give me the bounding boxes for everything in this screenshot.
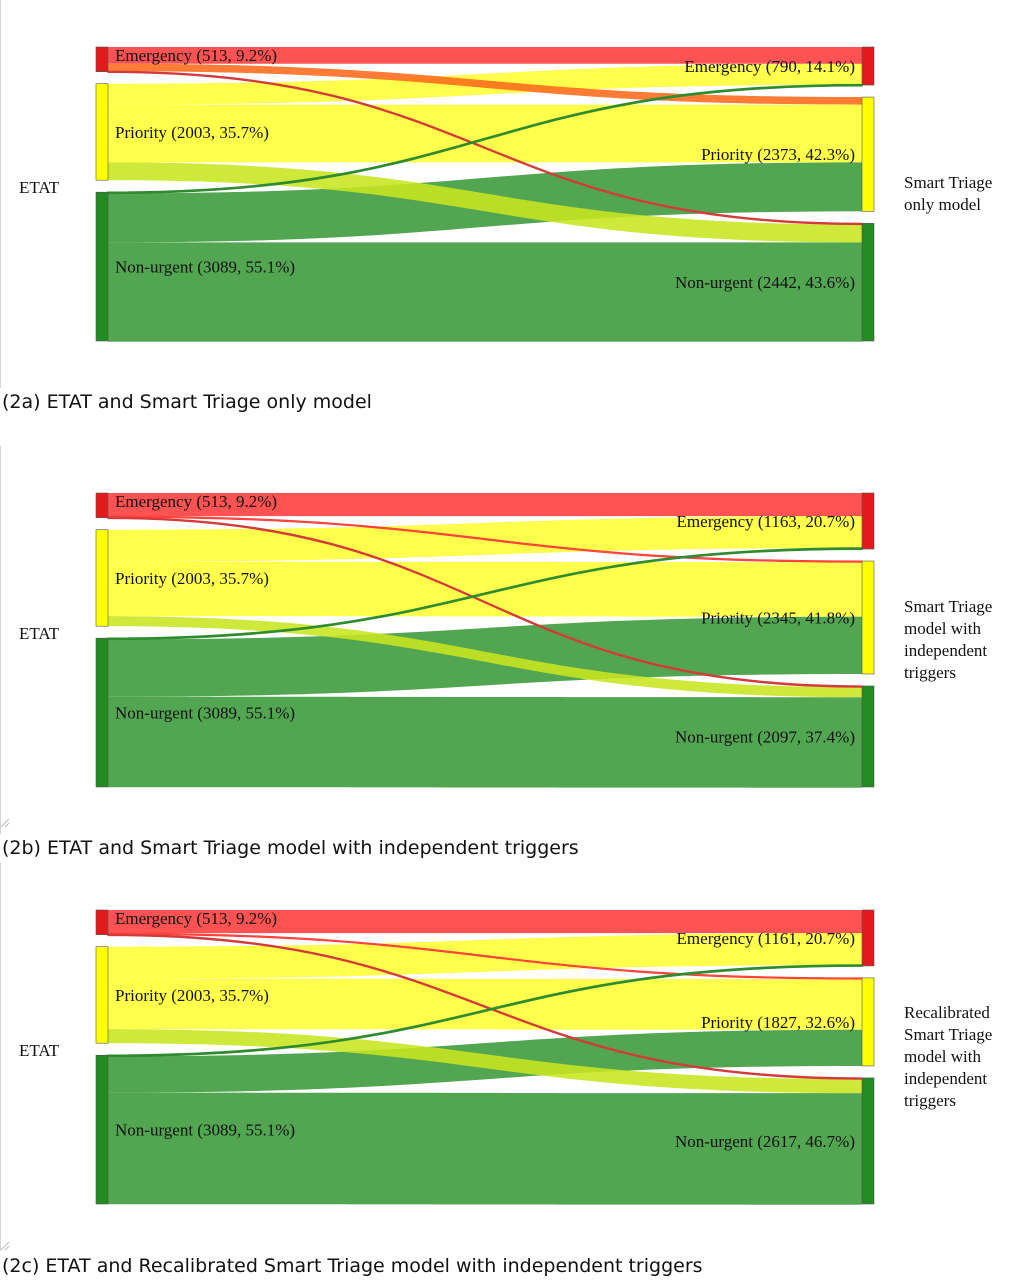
flow-nonurgent-to-nonurgent[interactable]	[108, 696, 862, 788]
source-node-priority[interactable]	[95, 529, 109, 627]
chart-caption: (2c) ETAT and Recalibrated Smart Triage …	[2, 1255, 703, 1277]
sankey-chart-2a: Emergency (513, 9.2%) Priority (2003, 35.…	[0, 0, 992, 388]
source-label-priority: Priority (2003, 35.7%)	[115, 123, 269, 142]
resize-grip-icon[interactable]	[0, 818, 10, 828]
target-label-nonurgent: Non-urgent (2442, 43.6%)	[675, 273, 855, 292]
source-node-emergency[interactable]	[95, 46, 109, 73]
source-label-nonurgent: Non-urgent (3089, 55.1%)	[115, 704, 295, 723]
flow-layer	[107, 910, 863, 1205]
source-node-emergency[interactable]	[95, 492, 109, 519]
source-label-nonurgent: Non-urgent (3089, 55.1%)	[115, 258, 295, 277]
node-layer	[95, 492, 875, 788]
label-layer: Emergency (513, 9.2%) Priority (2003, 35.…	[19, 909, 992, 1151]
target-node-nonurgent[interactable]	[861, 1077, 875, 1205]
source-node-priority[interactable]	[95, 83, 109, 181]
sankey-chart-2c: Emergency (513, 9.2%) Priority (2003, 35.…	[0, 863, 992, 1251]
flow-nonurgent-to-nonurgent[interactable]	[108, 1092, 862, 1205]
target-node-nonurgent[interactable]	[861, 685, 875, 788]
target-label-nonurgent: Non-urgent (2097, 37.4%)	[675, 727, 855, 746]
source-node-nonurgent[interactable]	[95, 191, 109, 342]
target-label-emergency: Emergency (790, 14.1%)	[684, 57, 855, 76]
source-title: ETAT	[19, 178, 60, 197]
chart-caption: (2a) ETAT and Smart Triage only model	[2, 391, 372, 413]
source-label-priority: Priority (2003, 35.7%)	[115, 569, 269, 588]
source-label-emergency: Emergency (513, 9.2%)	[115, 492, 277, 511]
target-node-nonurgent[interactable]	[861, 223, 875, 342]
target-title: Recalibrated Smart Triage model with indepe…	[904, 1003, 992, 1110]
target-node-emergency[interactable]	[861, 909, 875, 967]
source-label-nonurgent: Non-urgent (3089, 55.1%)	[115, 1121, 295, 1140]
target-label-priority: Priority (2345, 41.8%)	[701, 609, 855, 628]
sankey-panel-2c: Emergency (513, 9.2%) Priority (2003, 35.…	[0, 863, 1023, 1280]
target-node-priority[interactable]	[861, 977, 875, 1067]
target-title-line: triggers	[904, 663, 956, 682]
target-title: Smart Triage model with independent trigger…	[904, 597, 992, 682]
target-title-line: Smart Triage	[904, 173, 992, 192]
flow-emergency-to-emergency[interactable]	[108, 493, 862, 517]
flow-priority-to-nonurgent[interactable]	[108, 616, 862, 698]
target-title-line: independent	[904, 1069, 987, 1088]
target-node-priority[interactable]	[861, 560, 875, 675]
flow-layer	[107, 493, 863, 788]
flow-emergency-to-priority[interactable]	[108, 63, 862, 105]
node-layer	[95, 46, 875, 342]
source-node-emergency[interactable]	[95, 909, 109, 936]
target-label-priority: Priority (2373, 42.3%)	[701, 145, 855, 164]
flow-nonurgent-to-emergency[interactable]	[107, 83, 863, 195]
flow-emergency-to-emergency[interactable]	[108, 47, 862, 64]
target-title-line: only model	[904, 195, 981, 214]
target-label-priority: Priority (1827, 32.6%)	[701, 1013, 855, 1032]
target-title-line: independent	[904, 641, 987, 660]
target-title: Smart Triage only model	[904, 173, 992, 214]
source-label-emergency: Emergency (513, 9.2%)	[115, 46, 277, 65]
target-title-line: triggers	[904, 1091, 956, 1110]
sankey-panel-2a: Emergency (513, 9.2%) Priority (2003, 35.…	[0, 0, 1023, 420]
target-title-line: model with	[904, 1047, 981, 1066]
target-title-line: model with	[904, 619, 981, 638]
flow-priority-to-priority[interactable]	[108, 561, 862, 617]
label-layer: Emergency (513, 9.2%) Priority (2003, 35.…	[19, 46, 992, 292]
source-node-priority[interactable]	[95, 946, 109, 1044]
target-title-line: Smart Triage	[904, 1025, 992, 1044]
target-label-emergency: Emergency (1163, 20.7%)	[677, 512, 855, 531]
source-title: ETAT	[19, 1041, 60, 1060]
target-node-emergency[interactable]	[861, 492, 875, 550]
source-title: ETAT	[19, 624, 60, 643]
source-label-emergency: Emergency (513, 9.2%)	[115, 909, 277, 928]
target-node-priority[interactable]	[861, 96, 875, 212]
flow-layer	[107, 47, 863, 342]
flow-priority-to-priority[interactable]	[108, 978, 862, 1030]
target-title-line: Recalibrated	[904, 1003, 990, 1022]
target-title-line: Smart Triage	[904, 597, 992, 616]
chart-caption: (2b) ETAT and Smart Triage model with in…	[2, 837, 579, 859]
label-layer: Emergency (513, 9.2%) Priority (2003, 35.…	[19, 492, 992, 746]
target-label-nonurgent: Non-urgent (2617, 46.7%)	[675, 1132, 855, 1151]
source-label-priority: Priority (2003, 35.7%)	[115, 986, 269, 1005]
source-node-nonurgent[interactable]	[95, 1054, 109, 1205]
sankey-panel-2b: Emergency (513, 9.2%) Priority (2003, 35.…	[0, 446, 1023, 866]
flow-emergency-to-emergency[interactable]	[108, 910, 862, 934]
target-node-emergency[interactable]	[861, 46, 875, 86]
node-layer	[95, 909, 875, 1205]
target-label-emergency: Emergency (1161, 20.7%)	[677, 929, 855, 948]
resize-grip-icon[interactable]	[0, 1241, 10, 1251]
flow-priority-to-priority[interactable]	[108, 104, 862, 163]
flow-nonurgent-to-nonurgent[interactable]	[108, 242, 862, 342]
source-node-nonurgent[interactable]	[95, 637, 109, 788]
sankey-chart-2b: Emergency (513, 9.2%) Priority (2003, 35.…	[0, 446, 992, 834]
